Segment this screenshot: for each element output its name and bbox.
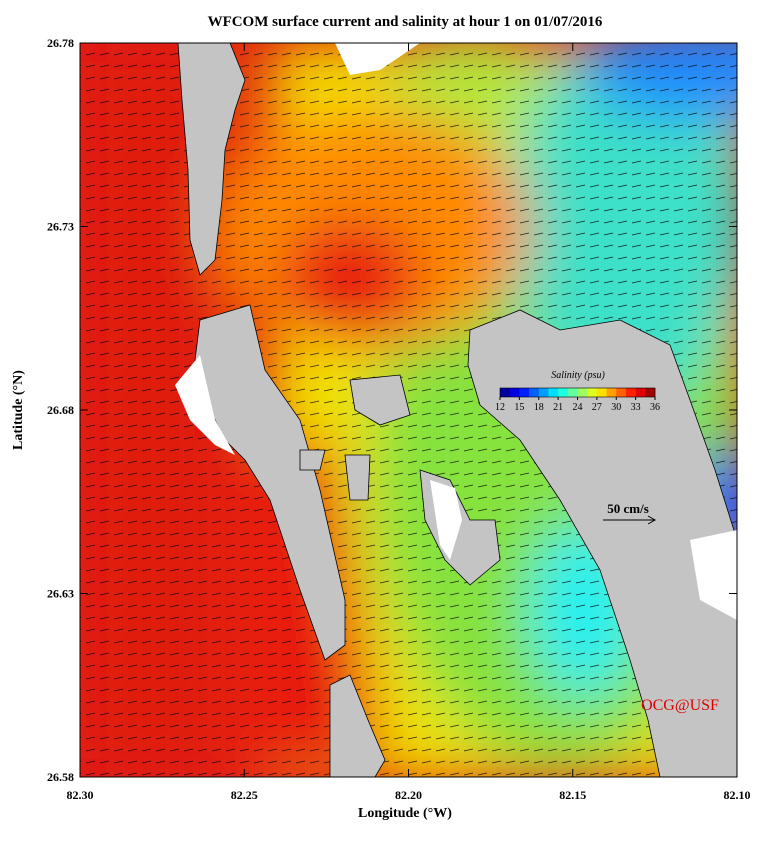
colorbar-tick-label: 24 — [573, 402, 583, 413]
colorbar-cell — [529, 388, 540, 397]
colorbar-cell — [519, 388, 530, 397]
y-tick-label: 26.73 — [47, 220, 74, 234]
y-tick-label: 26.68 — [47, 403, 74, 417]
colorbar-tick-label: 30 — [611, 402, 621, 413]
colorbar-cell — [567, 388, 578, 397]
colorbar-cell — [500, 388, 510, 397]
x-tick-label: 82.20 — [395, 788, 422, 802]
colorbar-tick-label: 12 — [495, 402, 505, 413]
colorbar-cell — [606, 388, 617, 397]
scale-arrow-head — [647, 515, 657, 525]
colorbar-cell — [625, 388, 636, 397]
y-tick-label: 26.58 — [47, 770, 74, 784]
colorbar-tick-label: 15 — [514, 402, 524, 413]
colorbar-scale: 12 15 18 21 24 27 30 33 36 — [495, 387, 660, 413]
colorbar-label: Salinity (psu) — [551, 370, 605, 381]
colorbar-cell — [509, 388, 520, 397]
colorbar: Salinity (psu) 12 15 18 21 24 27 30 33 36 — [495, 370, 660, 413]
x-tick-label: 82.10 — [724, 788, 751, 802]
x-tick-label: 82.25 — [231, 788, 258, 802]
colorbar-cell — [635, 388, 646, 397]
colorbar-tick-label: 21 — [553, 402, 563, 413]
colorbar-tick-label: 33 — [631, 402, 641, 413]
colorbar-cell — [558, 388, 569, 397]
colorbar-cell — [616, 388, 627, 397]
y-axis-label: Latitude (°N) — [11, 370, 26, 450]
colorbar-cell — [548, 388, 559, 397]
colorbar-cell — [577, 388, 588, 397]
axes: 82.30 82.25 82.20 82.15 82.10 26.58 26.63 26.68… — [47, 36, 751, 802]
colorbar-cell — [538, 388, 549, 397]
colorbar-cell — [596, 388, 607, 397]
x-axis-label: Longitude (°W) — [358, 806, 452, 821]
y-tick-label: 26.78 — [47, 36, 74, 50]
scale-arrow-label: 50 cm/s — [607, 501, 649, 516]
title: WFCOM surface current and salinity at ho… — [208, 14, 603, 30]
colorbar-tick-label: 36 — [650, 402, 660, 413]
colorbar-cell — [645, 388, 656, 397]
salinity-field — [80, 43, 737, 777]
y-tick-label: 26.63 — [47, 587, 74, 601]
colorbar-cell — [587, 388, 598, 397]
scale-arrow: 50 cm/s — [603, 501, 657, 525]
x-tick-label: 82.30 — [67, 788, 94, 802]
colorbar-tick-label: 18 — [534, 402, 544, 413]
colorbar-tick-label: 27 — [592, 402, 602, 413]
x-tick-label: 82.15 — [559, 788, 586, 802]
credit: OCG@USF — [641, 697, 719, 714]
